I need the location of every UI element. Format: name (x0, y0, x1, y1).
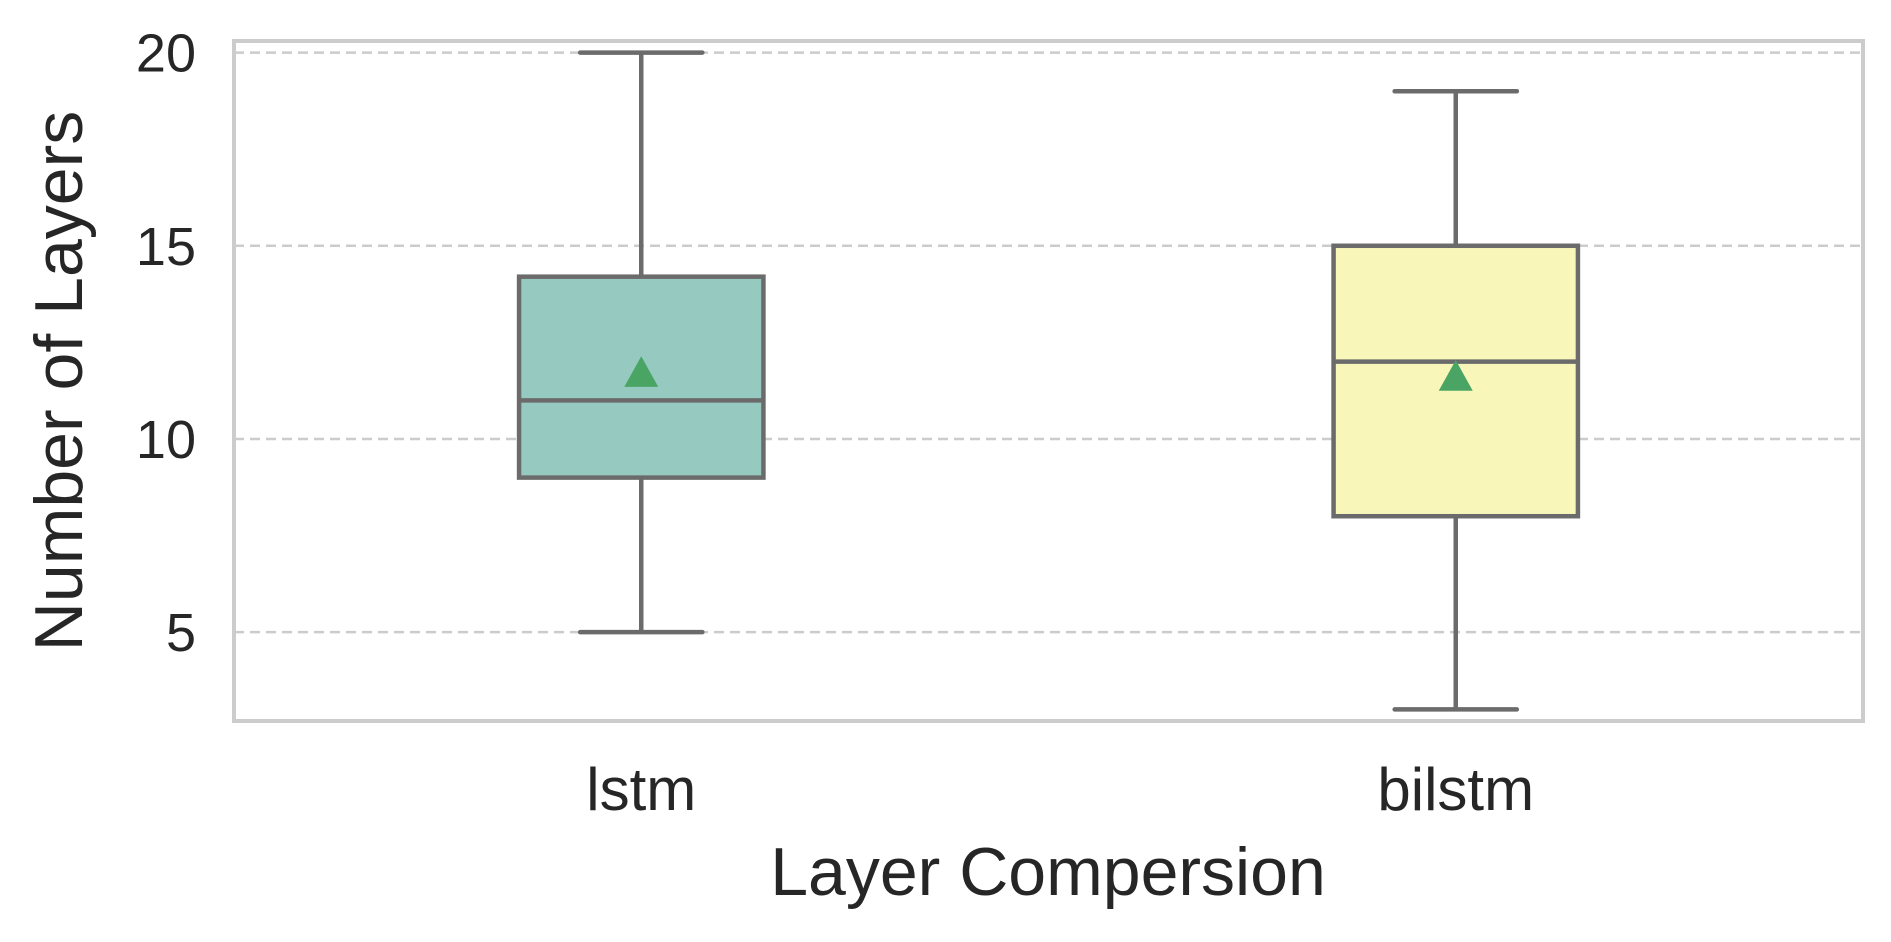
y-axis-label: Number of Layers (21, 111, 97, 651)
y-tick-label: 20 (136, 24, 196, 84)
mean-marker (1438, 360, 1473, 391)
y-tick-label: 10 (136, 410, 196, 470)
y-tick-label: 5 (166, 603, 196, 663)
grid (234, 51, 1863, 634)
mean-marker (624, 356, 659, 387)
boxes (516, 50, 1581, 712)
box-bilstm (1331, 88, 1581, 712)
box-lstm (516, 50, 766, 635)
y-tick-label: 15 (136, 217, 196, 277)
x-tick-labels: lstm bilstm (586, 756, 1534, 823)
plot-frame (232, 39, 1865, 723)
x-axis-label: Layer Compersion (770, 834, 1326, 910)
y-tick-labels: 5 10 15 20 (136, 24, 196, 664)
x-tick-label: lstm (586, 756, 696, 823)
x-tick-label: bilstm (1377, 756, 1534, 823)
